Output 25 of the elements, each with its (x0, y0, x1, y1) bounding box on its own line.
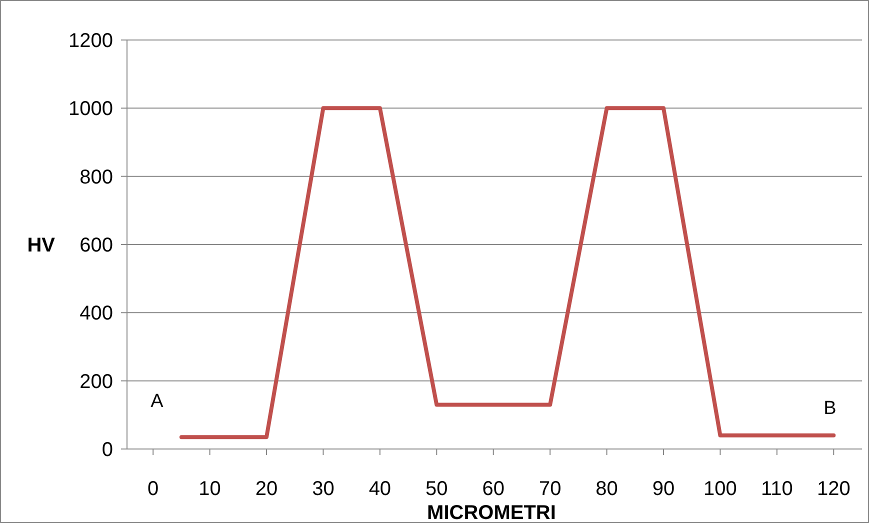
line-series (179, 106, 836, 440)
y-tick-label: 0 (102, 439, 113, 461)
y-axis-title: HV (27, 234, 56, 256)
x-tick-label: 10 (198, 478, 221, 500)
annotation: A (150, 391, 164, 412)
x-tick-label: 100 (704, 478, 737, 500)
x-tick-label: 120 (816, 478, 850, 500)
y-tick-label: 200 (80, 370, 113, 393)
x-tick-label: 60 (482, 478, 504, 500)
x-tick-label: 20 (255, 478, 278, 500)
x-tick-label: 90 (652, 478, 675, 500)
y-tick-label: 600 (80, 234, 113, 256)
x-axis-title: MICROMETRI (427, 502, 556, 523)
x-tick-label: 40 (368, 478, 392, 500)
annotation: B (824, 398, 836, 419)
y-tick-label: 1200 (68, 30, 113, 52)
x-tick-label: 0 (148, 478, 159, 500)
y-tick-label: 1000 (68, 98, 113, 120)
x-tick-label: 30 (312, 478, 334, 500)
x-tick-label: 80 (596, 478, 618, 500)
y-tick-label: 400 (80, 302, 113, 325)
x-tick-label: 110 (760, 478, 793, 500)
y-tick-label: 800 (80, 166, 113, 188)
x-tick-label: 70 (538, 478, 562, 500)
x-tick-label: 50 (426, 478, 448, 500)
